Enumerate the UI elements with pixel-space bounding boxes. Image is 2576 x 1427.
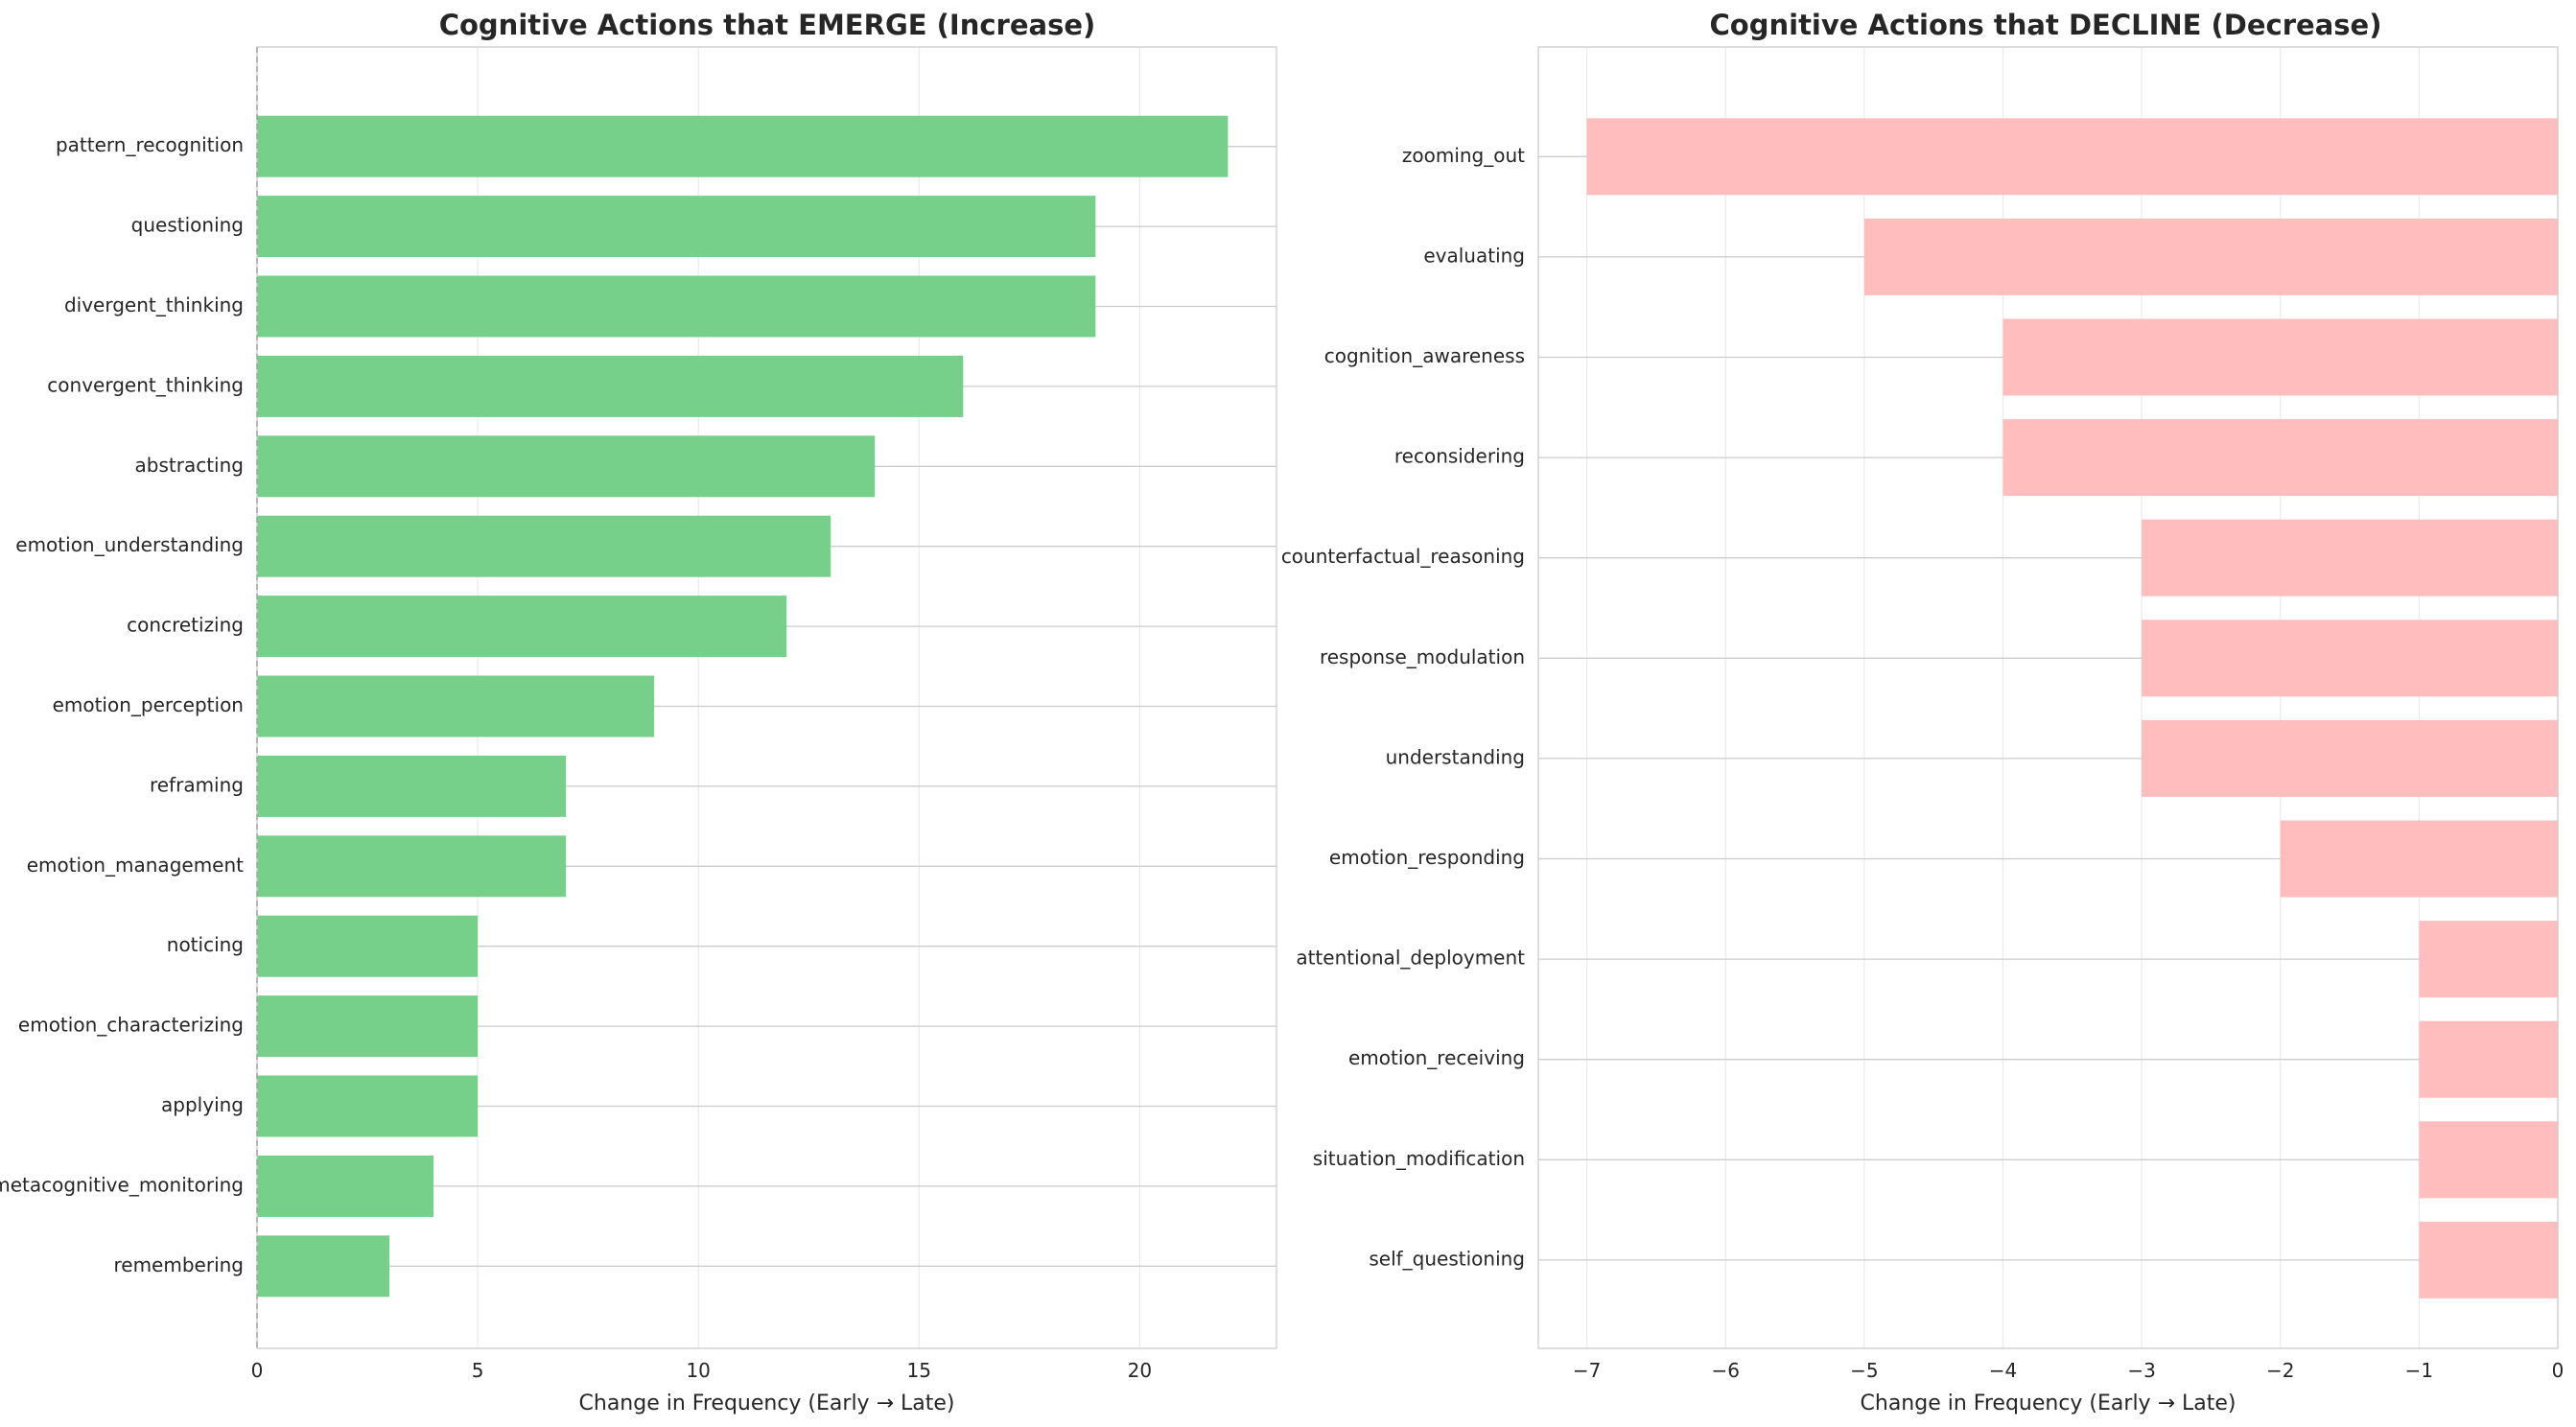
decline-category-label: self_questioning <box>1369 1247 1525 1270</box>
emerge-bar <box>257 995 479 1058</box>
emerge-category-label: noticing <box>167 933 244 956</box>
emerge-category-label: questioning <box>131 214 244 237</box>
emerge-category-label: emotion_characterizing <box>18 1014 244 1037</box>
decline-x-tick-label: −1 <box>2405 1359 2433 1382</box>
emerge-category-label: metacognitive_monitoring <box>0 1173 244 1196</box>
decline-x-tick-label: 0 <box>2552 1359 2564 1382</box>
decline-category-label: attentional_deployment <box>1296 947 1525 970</box>
emerge-plot-frame <box>256 46 1277 1349</box>
emerge-category-label: reframing <box>150 773 244 796</box>
emerge-bar <box>257 515 831 577</box>
emerge-category-label: divergent_thinking <box>64 293 244 316</box>
decline-bar <box>2419 1121 2558 1199</box>
emerge-bar <box>257 1075 479 1137</box>
decline-x-tick-label: −3 <box>2127 1359 2155 1382</box>
decline-category-label: counterfactual_reasoning <box>1281 545 1525 568</box>
decline-category-label: understanding <box>1386 745 1525 768</box>
decline-bar <box>2280 820 2558 898</box>
decline-bar <box>2142 719 2558 797</box>
decline-plot-frame <box>1537 46 2559 1349</box>
emerge-category-label: applying <box>161 1093 244 1116</box>
decline-category-label: reconsidering <box>1394 445 1525 468</box>
decline-bar <box>1863 218 2558 295</box>
emerge-category-label: convergent_thinking <box>47 373 244 396</box>
decline-bar <box>2419 921 2558 998</box>
emerge-bar <box>257 435 876 498</box>
decline-bar <box>2002 419 2558 497</box>
emerge-bar <box>257 755 567 817</box>
decline-x-tick-label: −5 <box>1850 1359 1878 1382</box>
emerge-bar <box>257 196 1096 258</box>
decline-category-label: evaluating <box>1423 244 1525 267</box>
decline-bar <box>1586 118 2558 196</box>
emerge-bar <box>257 275 1096 338</box>
emerge-bar <box>257 915 479 977</box>
decline-chart-title: Cognitive Actions that DECLINE (Decrease… <box>1710 9 2382 41</box>
emerge-category-label: concretizing <box>127 614 244 637</box>
emerge-category-label: emotion_perception <box>53 693 244 716</box>
emerge-x-tick-label: 10 <box>686 1359 710 1382</box>
decline-bar <box>2142 519 2558 597</box>
emerge-bar <box>257 835 567 898</box>
decline-x-tick-label: −2 <box>2266 1359 2294 1382</box>
decline-x-tick-label: −4 <box>1989 1359 2017 1382</box>
decline-bar <box>2419 1221 2558 1298</box>
emerge-bar <box>257 1155 434 1217</box>
emerge-x-tick-label: 0 <box>251 1359 264 1382</box>
emerge-chart-title: Cognitive Actions that EMERGE (Increase) <box>439 9 1096 41</box>
decline-category-label: response_modulation <box>1320 645 1525 668</box>
emerge-bar <box>257 675 655 737</box>
emerge-x-axis-label: Change in Frequency (Early → Late) <box>579 1392 955 1415</box>
emerge-category-label: pattern_recognition <box>56 133 244 156</box>
decline-x-tick-label: −7 <box>1573 1359 1601 1382</box>
decline-bar <box>2142 620 2558 697</box>
decline-category-label: emotion_receiving <box>1348 1046 1525 1069</box>
decline-category-label: cognition_awareness <box>1324 344 1525 367</box>
decline-x-tick-label: −6 <box>1712 1359 1740 1382</box>
emerge-bar <box>257 1235 390 1298</box>
emerge-bar <box>257 115 1229 177</box>
emerge-bar <box>257 596 787 658</box>
decline-category-label: situation_modification <box>1313 1147 1525 1170</box>
emerge-bar <box>257 355 964 417</box>
decline-bar <box>2419 1020 2558 1098</box>
decline-x-axis-label: Change in Frequency (Early → Late) <box>1861 1392 2236 1415</box>
emerge-category-label: emotion_management <box>27 854 244 877</box>
decline-category-label: emotion_responding <box>1329 846 1525 869</box>
emerge-x-tick-label: 5 <box>472 1359 484 1382</box>
decline-category-label: zooming_out <box>1402 144 1525 167</box>
decline-bar <box>2002 318 2558 396</box>
emerge-x-tick-label: 20 <box>1128 1359 1152 1382</box>
emerge-category-label: abstracting <box>135 454 244 477</box>
emerge-x-tick-label: 15 <box>907 1359 931 1382</box>
emerge-category-label: remembering <box>113 1253 244 1276</box>
emerge-category-label: emotion_understanding <box>15 533 244 556</box>
